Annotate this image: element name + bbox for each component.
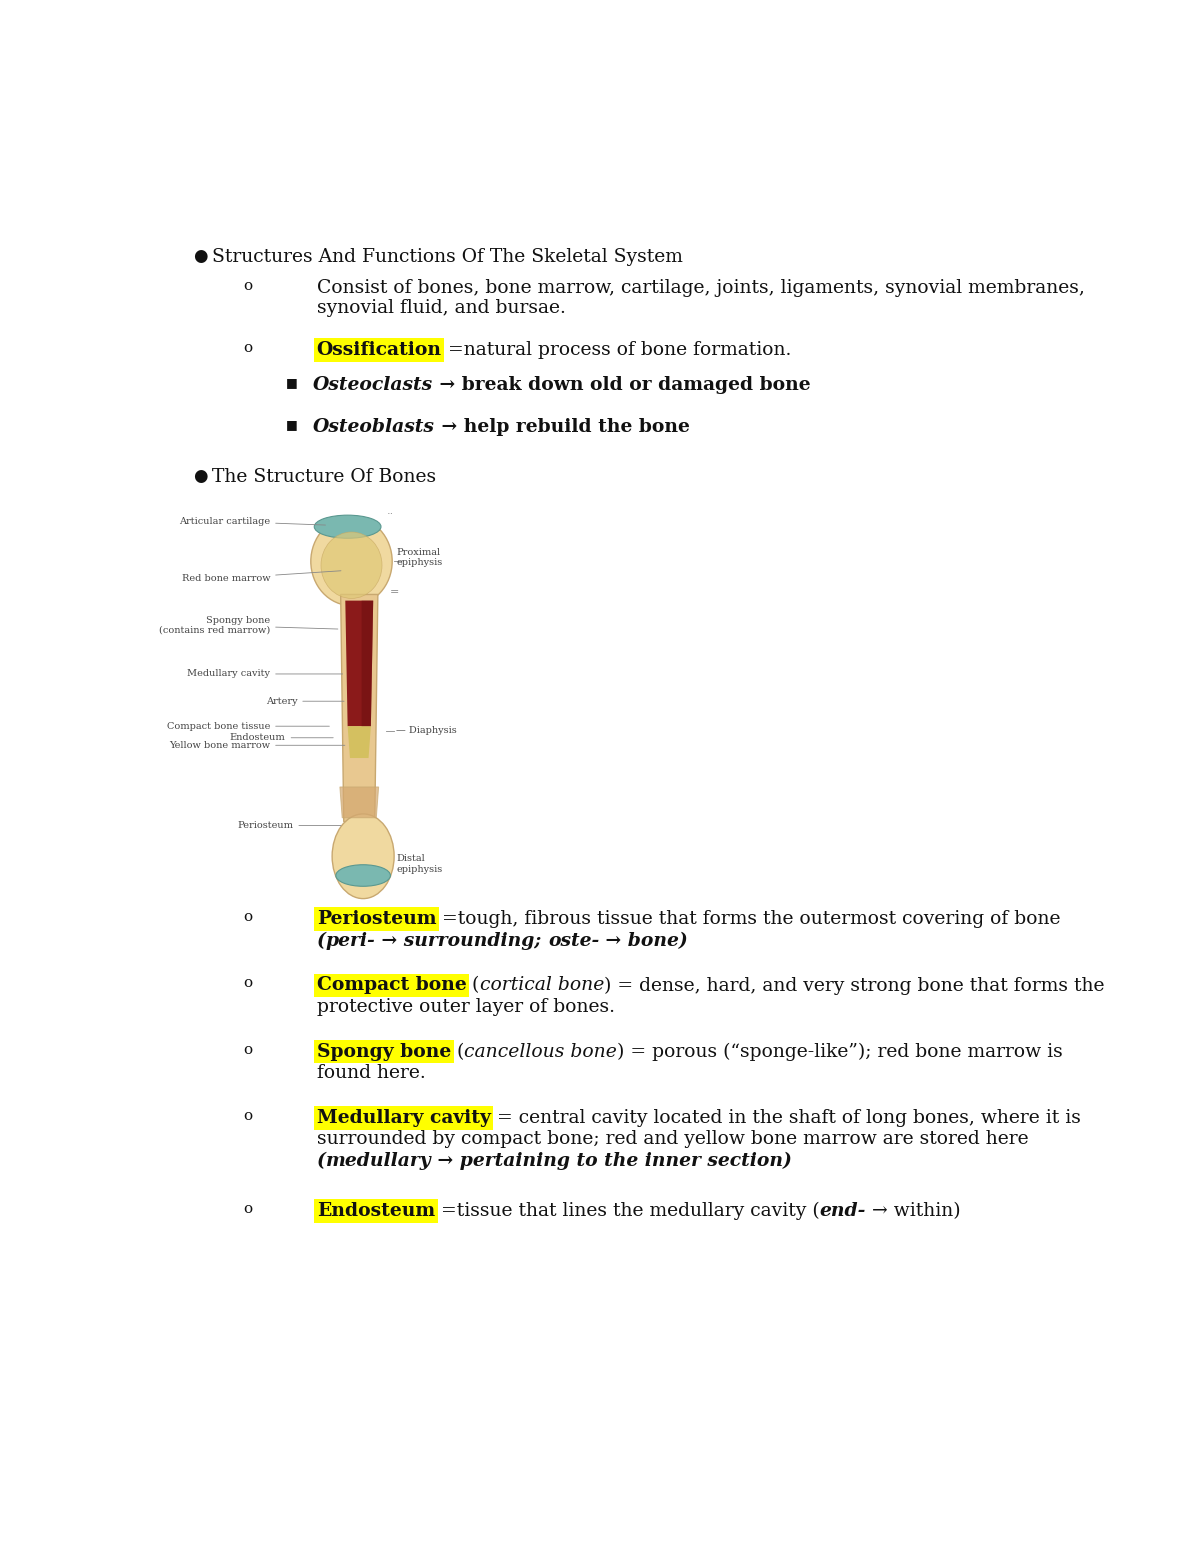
Text: o: o	[242, 342, 252, 356]
Polygon shape	[361, 601, 373, 727]
Text: o: o	[242, 1042, 252, 1056]
Ellipse shape	[332, 814, 394, 899]
Text: o: o	[242, 910, 252, 924]
Polygon shape	[348, 727, 371, 758]
Text: o: o	[242, 977, 252, 991]
Text: Compact bone tissue: Compact bone tissue	[167, 722, 329, 731]
Text: Osteoclasts: Osteoclasts	[313, 376, 433, 394]
Polygon shape	[346, 601, 373, 727]
Text: ■: ■	[286, 418, 298, 432]
Text: (: (	[317, 1152, 325, 1169]
Text: Medullary cavity: Medullary cavity	[317, 1109, 491, 1127]
Text: =: =	[390, 587, 400, 598]
Text: surrounded by compact bone; red and yellow bone marrow are stored here: surrounded by compact bone; red and yell…	[317, 1131, 1028, 1148]
Text: Red bone marrow: Red bone marrow	[181, 572, 341, 582]
Text: ) = porous (“sponge-like”); red bone marrow is: ) = porous (“sponge-like”); red bone mar…	[617, 1042, 1063, 1061]
Text: Ossification: Ossification	[317, 342, 442, 359]
Text: = central cavity located in the shaft of long bones, where it is: = central cavity located in the shaft of…	[491, 1109, 1080, 1127]
Text: found here.: found here.	[317, 1064, 425, 1082]
Text: o: o	[242, 1109, 252, 1123]
Text: oste-: oste-	[548, 932, 599, 950]
Text: o: o	[242, 278, 252, 294]
Text: Structures And Functions Of The Skeletal System: Structures And Functions Of The Skeletal…	[212, 248, 683, 266]
Text: Spongy bone: Spongy bone	[317, 1042, 451, 1061]
Text: cortical bone: cortical bone	[480, 977, 604, 994]
Text: ) = dense, hard, and very strong bone that forms the: ) = dense, hard, and very strong bone th…	[604, 977, 1105, 994]
Text: =tissue that lines the medullary cavity (: =tissue that lines the medullary cavity …	[434, 1202, 820, 1221]
Text: protective outer layer of bones.: protective outer layer of bones.	[317, 999, 614, 1016]
Text: ●: ●	[193, 467, 208, 485]
Ellipse shape	[314, 516, 380, 539]
Text: Endosteum: Endosteum	[317, 1202, 434, 1221]
Text: (: (	[451, 1042, 464, 1061]
Text: o: o	[242, 1202, 252, 1216]
Text: medullary: medullary	[325, 1152, 431, 1169]
Text: Periosteum: Periosteum	[238, 822, 341, 829]
Text: Artery: Artery	[265, 697, 344, 705]
Polygon shape	[340, 787, 379, 818]
Text: → within): → within)	[866, 1202, 960, 1221]
Text: Articular cartilage: Articular cartilage	[179, 517, 325, 526]
Text: end-: end-	[820, 1202, 866, 1221]
Text: — Diaphysis: — Diaphysis	[396, 727, 457, 735]
Text: Compact bone: Compact bone	[317, 977, 467, 994]
Text: ●: ●	[193, 248, 208, 266]
Text: (: (	[317, 932, 325, 950]
Text: → bone): → bone)	[599, 932, 688, 950]
Ellipse shape	[320, 533, 382, 598]
Polygon shape	[341, 595, 378, 822]
Text: peri-: peri-	[325, 932, 376, 950]
Text: → pertaining to the inner section): → pertaining to the inner section)	[431, 1152, 792, 1171]
Text: Medullary cavity: Medullary cavity	[187, 669, 342, 679]
Text: Endosteum: Endosteum	[230, 733, 334, 742]
Text: Proximal
epiphysis: Proximal epiphysis	[396, 548, 443, 567]
Ellipse shape	[336, 865, 390, 887]
Text: (: (	[467, 977, 480, 994]
Text: =tough, fibrous tissue that forms the outermost covering of bone: =tough, fibrous tissue that forms the ou…	[436, 910, 1061, 929]
Text: → surrounding;: → surrounding;	[376, 932, 548, 950]
Text: ..: ..	[386, 506, 394, 516]
Text: Osteoblasts: Osteoblasts	[313, 418, 434, 436]
Ellipse shape	[311, 517, 392, 606]
Text: Consist of bones, bone marrow, cartilage, joints, ligaments, synovial membranes,: Consist of bones, bone marrow, cartilage…	[317, 278, 1085, 297]
Text: cancellous bone: cancellous bone	[464, 1042, 617, 1061]
Text: =natural process of bone formation.: =natural process of bone formation.	[442, 342, 791, 359]
Text: Periosteum: Periosteum	[317, 910, 436, 929]
Text: Distal
epiphysis: Distal epiphysis	[396, 854, 443, 874]
Text: synovial fluid, and bursae.: synovial fluid, and bursae.	[317, 298, 565, 317]
Text: Yellow bone marrow: Yellow bone marrow	[169, 741, 344, 750]
Text: → help rebuild the bone: → help rebuild the bone	[434, 418, 690, 436]
Text: Spongy bone
(contains red marrow): Spongy bone (contains red marrow)	[158, 615, 338, 635]
Text: → break down old or damaged bone: → break down old or damaged bone	[433, 376, 810, 394]
Text: ■: ■	[286, 376, 298, 388]
Text: The Structure Of Bones: The Structure Of Bones	[212, 467, 436, 486]
